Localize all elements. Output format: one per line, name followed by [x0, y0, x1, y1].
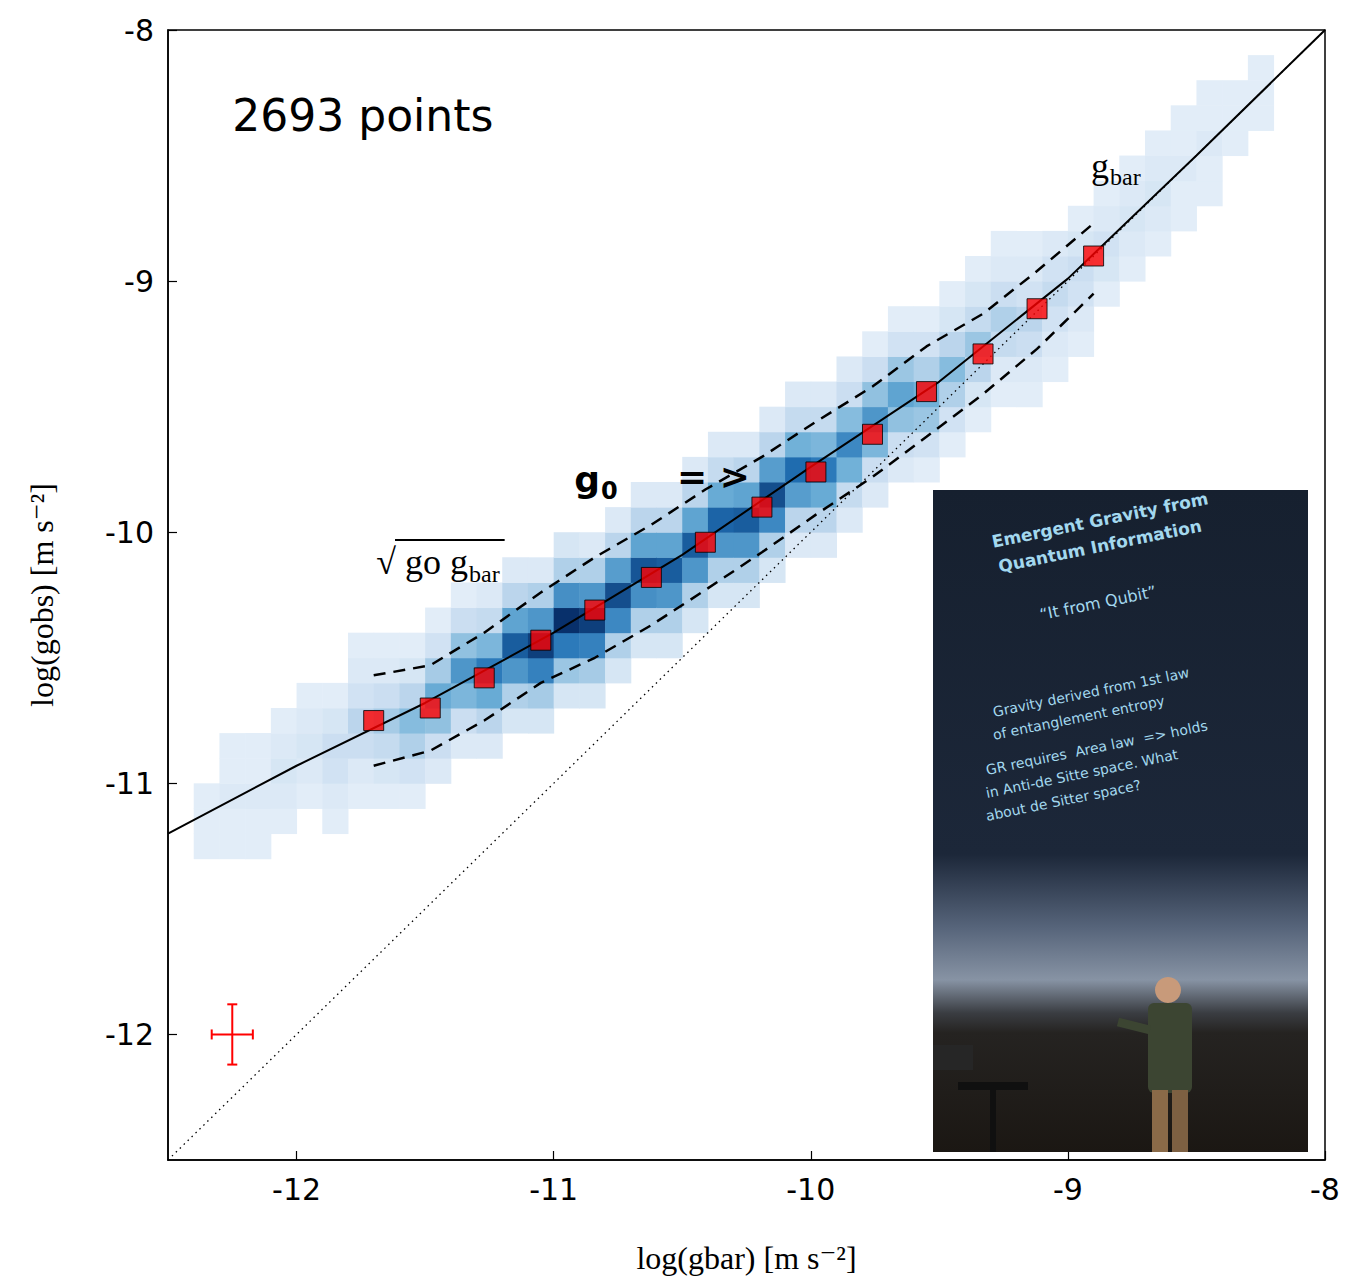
svg-text:-11: -11 [529, 1172, 578, 1207]
svg-text:0: 0 [601, 477, 618, 505]
svg-text:of entanglement entropy: of entanglement entropy [991, 692, 1167, 743]
svg-text:log(gobs) [m s⁻²]: log(gobs) [m s⁻²] [24, 483, 60, 707]
svg-text:-11: -11 [105, 766, 154, 801]
svg-text:-9: -9 [1053, 1172, 1083, 1207]
svg-text:-9: -9 [124, 264, 154, 299]
svg-text:Gravity derived from 1st law: Gravity derived from 1st law [991, 664, 1191, 720]
svg-text:bar: bar [469, 561, 500, 587]
svg-text:= >: = > [677, 456, 750, 497]
svg-text:-12: -12 [272, 1172, 321, 1207]
svg-text:g: g [1091, 146, 1109, 186]
svg-text:Quantum Information: Quantum Information [997, 516, 1204, 577]
svg-text:Emergent Gravity from: Emergent Gravity from [990, 488, 1210, 552]
svg-text:log(gbar) [m s⁻²]: log(gbar) [m s⁻²] [636, 1240, 856, 1276]
svg-text:-10: -10 [105, 515, 154, 550]
svg-text:about de Sitter space?: about de Sitter space? [984, 777, 1142, 824]
svg-text:“It from Qubit”: “It from Qubit” [1038, 582, 1158, 624]
svg-text:GR requires Area law => holds: GR requires Area law => holds [984, 717, 1209, 778]
svg-text:-10: -10 [786, 1172, 835, 1207]
svg-text:bar: bar [1110, 164, 1141, 190]
svg-text:g: g [574, 459, 600, 500]
svg-text:√ go g: √ go g [376, 542, 468, 582]
svg-text:in Anti-de Sitte space. What: in Anti-de Sitte space. What [984, 746, 1180, 801]
svg-text:-12: -12 [105, 1017, 154, 1052]
svg-text:-8: -8 [1310, 1172, 1340, 1207]
svg-text:2693 points: 2693 points [232, 90, 493, 141]
svg-text:-8: -8 [124, 13, 154, 48]
